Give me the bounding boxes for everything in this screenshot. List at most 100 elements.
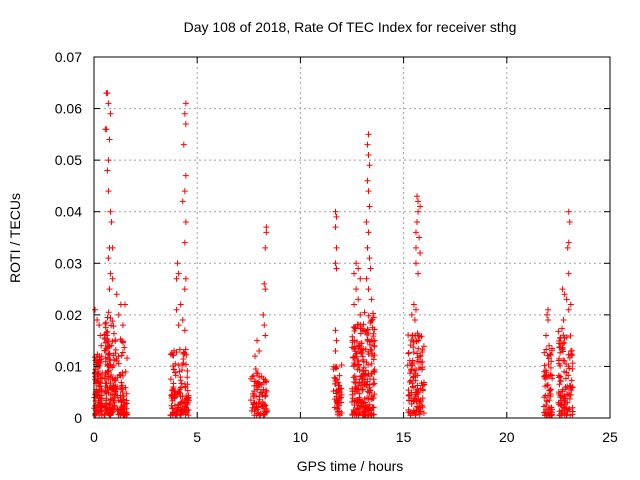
data-point bbox=[351, 345, 358, 352]
data-point bbox=[333, 337, 340, 344]
data-point bbox=[355, 344, 362, 351]
data-point bbox=[358, 403, 365, 410]
data-point bbox=[112, 338, 119, 345]
data-point bbox=[567, 391, 574, 398]
data-point bbox=[352, 353, 359, 360]
data-point bbox=[351, 270, 358, 277]
data-point bbox=[560, 317, 567, 324]
data-point bbox=[371, 380, 378, 387]
data-point bbox=[258, 373, 265, 380]
data-point bbox=[251, 378, 258, 385]
data-point bbox=[353, 376, 360, 383]
data-point bbox=[105, 157, 112, 164]
data-point bbox=[180, 408, 187, 415]
data-point bbox=[96, 411, 103, 418]
data-point bbox=[180, 350, 187, 357]
data-point bbox=[565, 351, 572, 358]
y-tick-label: 0 bbox=[74, 410, 82, 426]
data-point bbox=[569, 365, 576, 372]
data-point bbox=[96, 393, 103, 400]
data-point bbox=[420, 343, 427, 350]
data-point bbox=[566, 219, 573, 226]
data-point bbox=[556, 337, 563, 344]
data-point bbox=[114, 405, 121, 412]
data-point bbox=[547, 387, 554, 394]
data-point bbox=[410, 374, 417, 381]
data-point bbox=[108, 406, 115, 413]
x-axis-label: GPS time / hours bbox=[297, 458, 404, 474]
data-point bbox=[561, 411, 568, 418]
data-point bbox=[331, 374, 338, 381]
x-tick-label: 20 bbox=[499, 429, 515, 445]
data-point bbox=[563, 296, 570, 303]
data-point bbox=[258, 389, 265, 396]
data-point bbox=[542, 406, 549, 413]
data-point bbox=[419, 364, 426, 371]
data-point bbox=[365, 131, 372, 138]
data-point bbox=[351, 337, 358, 344]
data-point bbox=[544, 398, 551, 405]
data-point bbox=[366, 255, 373, 262]
data-point bbox=[366, 203, 373, 210]
data-point bbox=[544, 311, 551, 318]
data-point bbox=[406, 379, 413, 386]
data-point bbox=[175, 362, 182, 369]
data-point bbox=[182, 219, 189, 226]
data-point bbox=[351, 359, 358, 366]
y-tick-label: 0.02 bbox=[55, 307, 82, 323]
data-point bbox=[338, 410, 345, 417]
data-point bbox=[251, 399, 258, 406]
data-point bbox=[98, 342, 105, 349]
data-point bbox=[117, 394, 124, 401]
data-point bbox=[331, 404, 338, 411]
data-point bbox=[184, 367, 191, 374]
data-point bbox=[562, 375, 569, 382]
data-point bbox=[561, 339, 568, 346]
data-point bbox=[412, 260, 419, 267]
data-point bbox=[113, 291, 120, 298]
data-point bbox=[360, 399, 367, 406]
data-point bbox=[359, 325, 366, 332]
x-tick-label: 10 bbox=[293, 429, 309, 445]
data-point bbox=[365, 361, 372, 368]
data-point bbox=[414, 219, 421, 226]
data-point bbox=[332, 260, 339, 267]
data-point bbox=[181, 327, 188, 334]
data-point bbox=[555, 389, 562, 396]
data-point bbox=[360, 364, 367, 371]
data-point bbox=[102, 371, 109, 378]
data-point bbox=[185, 395, 192, 402]
data-point bbox=[250, 372, 257, 379]
data-point bbox=[555, 399, 562, 406]
data-point bbox=[568, 350, 575, 357]
data-point bbox=[105, 368, 112, 375]
data-point bbox=[110, 330, 117, 337]
data-point bbox=[555, 372, 562, 379]
data-point bbox=[557, 349, 564, 356]
data-point bbox=[359, 353, 366, 360]
y-tick-label: 0.04 bbox=[55, 204, 82, 220]
data-point bbox=[107, 396, 114, 403]
data-point bbox=[412, 306, 419, 313]
data-point bbox=[565, 372, 572, 379]
data-point bbox=[565, 391, 572, 398]
data-point bbox=[414, 193, 421, 200]
data-point bbox=[181, 188, 188, 195]
data-point bbox=[410, 384, 417, 391]
data-point bbox=[113, 355, 120, 362]
data-point bbox=[407, 342, 414, 349]
data-point bbox=[364, 177, 371, 184]
data-point bbox=[370, 381, 377, 388]
data-point bbox=[404, 362, 411, 369]
data-point bbox=[332, 327, 339, 334]
data-point bbox=[567, 412, 574, 419]
data-point bbox=[249, 373, 256, 380]
data-point bbox=[182, 172, 189, 179]
data-point bbox=[361, 404, 368, 411]
data-point bbox=[170, 362, 177, 369]
data-point bbox=[355, 385, 362, 392]
data-point bbox=[546, 342, 553, 349]
x-tick-label: 5 bbox=[193, 429, 201, 445]
data-point bbox=[367, 319, 374, 326]
data-point bbox=[371, 368, 378, 375]
